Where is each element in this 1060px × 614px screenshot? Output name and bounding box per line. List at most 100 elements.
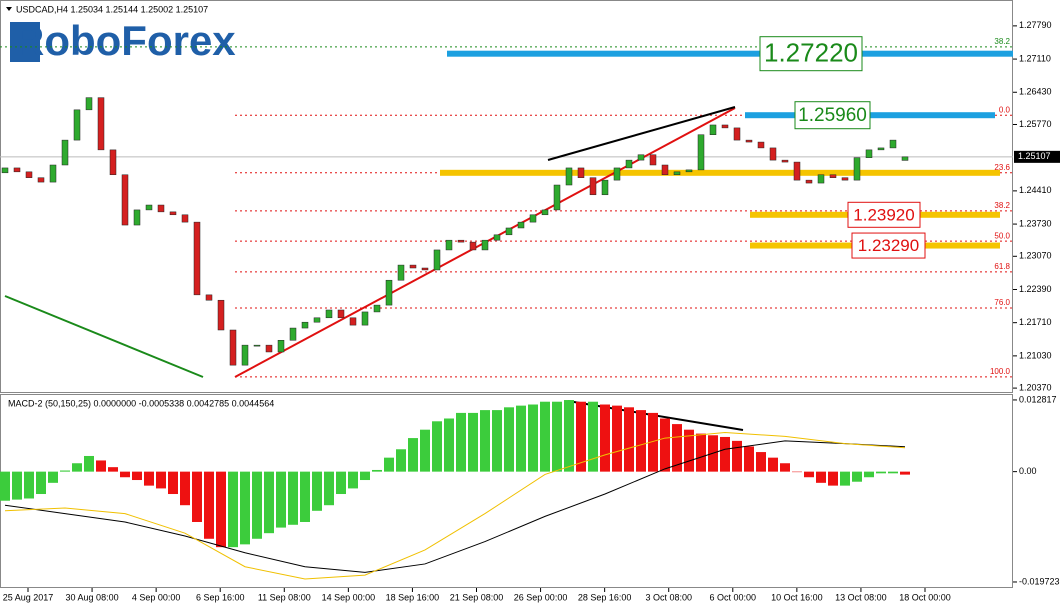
macd-bar (0, 471, 10, 501)
macd-bar (60, 470, 70, 472)
x-tick-label: 28 Sep 16:00 (578, 592, 632, 602)
macd-bar (852, 471, 862, 482)
candle-body (97, 97, 105, 151)
candle-body (517, 221, 525, 229)
x-tick-label: 11 Sep 08:00 (258, 592, 311, 602)
candle-body (337, 309, 345, 319)
macd-bar (300, 471, 310, 522)
target-label: 1.27220 (764, 38, 858, 68)
main-panel (0, 0, 1013, 393)
x-tick-label: 14 Sep 00:00 (322, 592, 376, 602)
macd-bar (264, 471, 274, 534)
macd-bar (696, 433, 706, 472)
candle-body (241, 344, 249, 366)
candle-body (745, 139, 753, 143)
y-tick-label: 1.21030 (1019, 350, 1052, 360)
candle-body (1, 167, 9, 174)
candle-body (733, 127, 741, 141)
macd-bar (684, 429, 694, 472)
x-tick-label: 6 Sep 16:00 (196, 592, 245, 602)
macd-bar (876, 471, 886, 474)
candle-body (589, 177, 597, 196)
candle-body (265, 344, 273, 353)
macd-bar (504, 407, 514, 472)
macd-bar (732, 440, 742, 472)
macd-bar (588, 401, 598, 472)
candle-body (781, 159, 789, 163)
macd-bar (528, 404, 538, 472)
candle-body (709, 124, 717, 135)
macd-bar (108, 467, 118, 472)
macd-bar (756, 452, 766, 472)
macd-bar (744, 446, 754, 472)
macd-line (4, 440, 906, 573)
macd-bar (888, 471, 898, 474)
fib-label: 38.2 (994, 201, 1010, 210)
macd-bar (384, 457, 394, 472)
macd-bar (288, 471, 298, 525)
macd-bar (468, 412, 478, 472)
macd-bar (648, 412, 658, 472)
candle-body (757, 141, 765, 149)
candle-body (673, 171, 681, 176)
macd-bar (324, 471, 334, 506)
macd-bar (144, 471, 154, 486)
last-price-box (1014, 150, 1060, 163)
macd-bar (228, 471, 238, 548)
fib-label: 23.6 (994, 163, 1010, 172)
candle-body (433, 249, 441, 271)
macd-bar (792, 471, 802, 473)
x-tick-label: 10 Oct 16:00 (771, 592, 823, 602)
macd-bar (552, 401, 562, 472)
candle-body (193, 221, 201, 296)
candle-body (361, 311, 369, 326)
macd-bar (564, 400, 574, 472)
macd-bar (168, 471, 178, 495)
candle-body (169, 211, 177, 216)
y-tick-label: 1.20370 (1019, 382, 1052, 392)
macd-bar (516, 405, 526, 472)
level-band (440, 169, 1000, 176)
fib-label: 38.2 (994, 37, 1010, 46)
macd-bar (312, 471, 322, 511)
candle-body (457, 239, 465, 243)
candle-body (301, 321, 309, 329)
candle-body (901, 156, 909, 161)
candle-body (157, 204, 165, 213)
macd-bar (12, 471, 22, 500)
macd-bar (48, 471, 58, 483)
y-tick-label: 1.27110 (1019, 53, 1051, 63)
y-tick-label: 1.27790 (1019, 20, 1052, 30)
macd-title: MACD-2 (50,150,25) 0.0000000 -0.0005338 … (8, 398, 274, 408)
macd-bar (420, 429, 430, 472)
macd-bar (432, 421, 442, 472)
macd-bar (372, 469, 382, 472)
macd-bar (636, 410, 646, 472)
candle-body (505, 227, 513, 236)
candle-body (625, 159, 633, 169)
x-tick-label: 30 Aug 08:00 (66, 592, 119, 602)
x-tick-label: 26 Sep 00:00 (514, 592, 568, 602)
macd-bar (216, 471, 226, 548)
macd-bar (72, 463, 82, 472)
macd-bar (600, 404, 610, 472)
y-tick-label: 1.23070 (1019, 251, 1052, 261)
y-tick-label: 0.012817 (1019, 394, 1057, 404)
last-price-label: 1.25107 (1018, 151, 1051, 161)
target-label: 1.23290 (858, 236, 919, 255)
macd-bar (900, 471, 910, 475)
candle-body (685, 169, 693, 173)
candle-body (553, 184, 561, 211)
macd-bar (24, 471, 34, 499)
candle-body (637, 154, 645, 161)
candle-body (289, 327, 297, 341)
candle-body (493, 234, 501, 241)
macd-bar (624, 407, 634, 472)
candle-body (49, 164, 57, 183)
macd-bar (864, 471, 874, 478)
macd-bar (120, 471, 130, 478)
candle-body (613, 167, 621, 181)
macd-bar (540, 401, 550, 472)
candle-body (109, 149, 117, 176)
